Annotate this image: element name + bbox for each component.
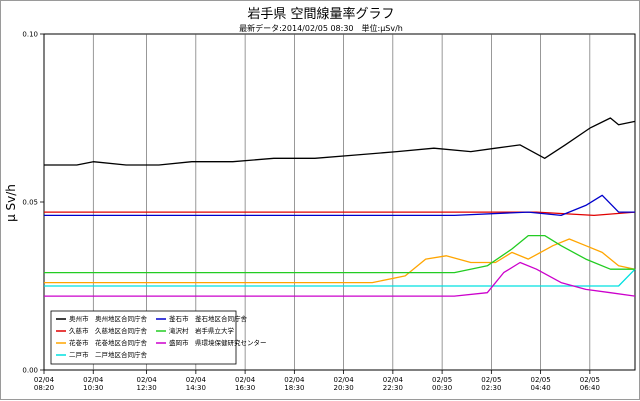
y-tick-label: 0.10 — [22, 31, 38, 39]
legend-box — [50, 310, 237, 365]
series-line — [44, 234, 635, 274]
series-layer — [44, 117, 636, 297]
x-tick-time: 10:30 — [83, 384, 103, 392]
x-tick-time: 02:30 — [481, 384, 501, 392]
series-line — [44, 261, 636, 297]
x-tick-time: 00:30 — [432, 384, 452, 392]
legend-entry: 奥州市 奥州地区合同庁舎 — [69, 314, 148, 323]
legend-entry: 久慈市 久慈地区合同庁舎 — [69, 326, 148, 335]
x-tick-date: 02/04 — [34, 376, 55, 384]
x-tick-time: 14:30 — [186, 384, 206, 392]
x-tick-date: 02/04 — [284, 376, 305, 384]
legend-entry: 二戸市 二戸地区合同庁舎 — [69, 350, 148, 359]
x-tick-date: 02/04 — [137, 376, 158, 384]
series-line — [44, 211, 636, 217]
x-tick-date: 02/05 — [481, 376, 501, 384]
x-tick-date: 02/05 — [580, 376, 600, 384]
legend-entry: 花巻市 花巻地区合同庁舎 — [69, 338, 148, 347]
x-tick-date: 02/05 — [432, 376, 452, 384]
chart-subtitle: 最新データ:2014/02/05 08:30 単位:μSv/h — [239, 23, 403, 33]
x-tick-time: 20:30 — [334, 384, 354, 392]
x-tick-date: 02/04 — [186, 376, 207, 384]
series-line — [44, 194, 635, 217]
x-tick-time: 16:30 — [235, 384, 255, 392]
x-tick-time: 04:40 — [531, 384, 551, 392]
x-tick-date: 02/05 — [531, 376, 551, 384]
legend-entry: 滝沢村 岩手県立大学 — [169, 326, 235, 335]
legend-entry: 釜石市 釜石地区合同庁舎 — [169, 314, 248, 323]
y-axis-label: μ Sv/h — [4, 184, 18, 222]
x-tick-time: 12:30 — [137, 384, 157, 392]
legend-entry: 盛岡市 県環境保健研究センター — [169, 338, 267, 347]
series-line — [44, 268, 636, 287]
x-tick-date: 02/04 — [83, 376, 104, 384]
axis-layer: 02/0408:2002/0410:3002/0412:3002/0414:30… — [22, 31, 600, 393]
series-line — [44, 117, 636, 166]
x-tick-time: 22:30 — [383, 384, 403, 392]
x-tick-time: 18:30 — [284, 384, 304, 392]
y-tick-label: 0.00 — [22, 367, 38, 375]
chart-title: 岩手県 空間線量率グラフ — [247, 6, 394, 22]
x-tick-date: 02/04 — [383, 376, 404, 384]
y-tick-label: 0.05 — [22, 199, 38, 207]
x-tick-date: 02/04 — [235, 376, 256, 384]
series-line — [44, 238, 636, 284]
x-tick-time: 06:40 — [580, 384, 600, 392]
x-tick-date: 02/04 — [334, 376, 355, 384]
x-tick-time: 08:20 — [34, 384, 54, 392]
